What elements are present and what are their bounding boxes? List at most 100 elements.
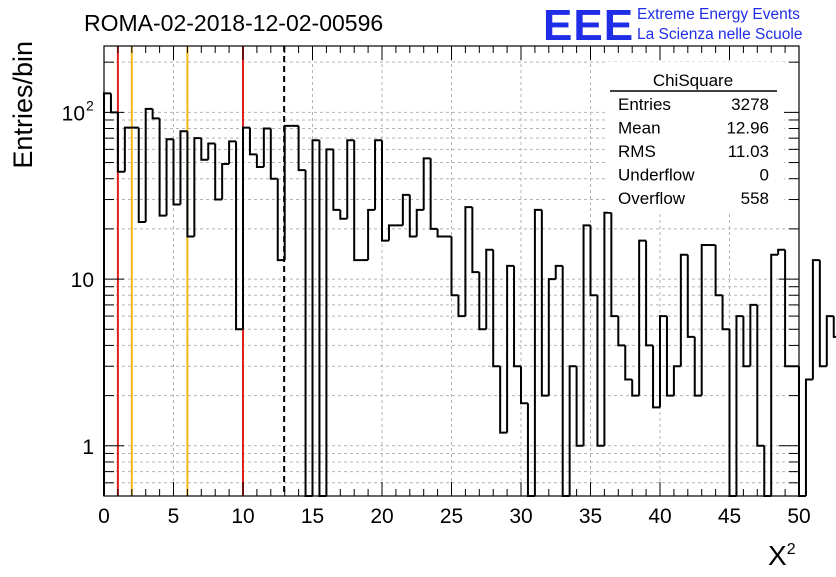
histogram-bin — [165, 138, 174, 216]
histogram-bin — [325, 148, 334, 496]
y-tick-label: 1 — [82, 436, 94, 459]
histogram-bin — [367, 208, 376, 261]
histogram-bin — [193, 137, 202, 237]
histogram-bin — [679, 253, 688, 367]
eee-logo: EEE Extreme Energy Events La Scienza nel… — [543, 1, 802, 50]
histogram-bin — [777, 248, 786, 255]
histogram-bin — [686, 254, 695, 338]
y-axis-label: Entries/bin — [8, 41, 38, 169]
histogram-bin — [346, 139, 355, 219]
histogram-bin — [429, 158, 438, 230]
histogram-bin — [728, 329, 737, 497]
histogram-bin — [672, 365, 681, 396]
histogram-bin — [332, 149, 341, 211]
histogram-bin — [374, 139, 382, 210]
x-tick-label: 30 — [509, 505, 532, 528]
x-tick-label: 40 — [648, 505, 671, 528]
histogram-bin — [665, 316, 674, 397]
histogram-bin — [742, 316, 751, 368]
histogram-bin — [554, 264, 563, 280]
histogram-bin — [784, 249, 793, 368]
x-tick-label: 35 — [579, 505, 602, 528]
histogram-bin — [158, 118, 167, 217]
histogram-bin — [520, 366, 528, 405]
y-tick-label: 10 — [62, 102, 85, 125]
x-tick-label: 5 — [168, 505, 180, 528]
histogram-bin — [436, 228, 445, 238]
histogram-bin — [568, 365, 577, 496]
stats-value: 0 — [760, 166, 769, 185]
histogram-bin — [381, 140, 389, 242]
histogram-bin — [832, 316, 836, 338]
histogram-bin — [255, 154, 264, 169]
stats-label: RMS — [618, 142, 656, 161]
x-tick-label: 10 — [231, 505, 254, 528]
histogram-bin — [457, 295, 466, 318]
histogram-bin — [311, 139, 320, 496]
histogram-bin — [798, 366, 806, 497]
histogram-bin — [186, 131, 195, 238]
histogram-bin — [200, 138, 209, 161]
stats-box-background — [608, 62, 784, 212]
histogram-bin — [450, 236, 459, 297]
histogram-bin — [283, 124, 292, 261]
histogram-bin — [492, 249, 501, 368]
x-axis-label: X2 — [768, 540, 796, 571]
histogram-bin — [811, 259, 820, 380]
histogram-bin — [103, 92, 111, 496]
histogram-bin — [700, 244, 709, 396]
histogram-bin — [617, 316, 626, 347]
histogram-bin — [339, 209, 348, 220]
histogram-bin — [804, 378, 813, 496]
histogram-bin — [825, 315, 834, 367]
histogram-bin — [228, 140, 237, 165]
histogram-bin — [172, 139, 181, 206]
histogram-bin — [269, 128, 278, 180]
histogram-bin — [526, 403, 535, 497]
histogram-bin — [297, 125, 306, 172]
histogram-bin — [693, 336, 702, 397]
histogram-bin — [818, 260, 827, 368]
histogram-bin — [137, 127, 146, 223]
stats-title: ChiSquare — [653, 71, 733, 90]
stats-box: ChiSquare Entries 3278 Mean 12.96 RMS 11.03 Un… — [608, 62, 784, 212]
histogram-bin — [471, 207, 480, 274]
stats-rows: Entries 3278 Mean 12.96 RMS 11.03 Underflow 0 Ov… — [618, 95, 769, 208]
histogram-bin — [248, 127, 257, 156]
histogram-bin — [756, 304, 765, 447]
y-tick-label-exponent: 2 — [86, 97, 94, 113]
x-tick-label: 20 — [370, 505, 393, 528]
histogram-bin — [179, 130, 188, 205]
histogram-bin — [318, 140, 327, 497]
histogram-bin — [513, 265, 521, 368]
histogram-bin — [575, 366, 584, 447]
histogram-bin — [506, 264, 515, 433]
histogram-bin — [387, 224, 396, 241]
histogram-bin — [499, 366, 508, 434]
histogram-bin — [242, 126, 250, 330]
histogram-bin — [540, 209, 549, 397]
histogram-bin — [596, 295, 605, 447]
histogram-bin — [624, 345, 633, 381]
histogram-bin — [714, 245, 723, 297]
histogram-bin — [749, 303, 758, 367]
histogram-bin — [353, 140, 362, 262]
stats-label: Entries — [618, 95, 671, 114]
histogram-bin — [207, 142, 216, 160]
histogram-bin — [533, 208, 542, 496]
x-axis-label-sup: 2 — [787, 541, 796, 558]
histogram-bin — [415, 208, 424, 237]
histogram-bin — [144, 107, 153, 222]
histogram-bin — [589, 225, 598, 297]
histogram-bin — [401, 193, 410, 226]
x-tick-label: 45 — [718, 505, 741, 528]
histogram-bin — [276, 178, 285, 262]
histogram-bin — [304, 170, 313, 497]
stats-value: 558 — [741, 189, 769, 208]
stats-label: Mean — [618, 119, 661, 138]
histogram-bin — [221, 163, 230, 200]
histogram-bin — [151, 108, 160, 120]
histogram-bin — [603, 211, 612, 446]
stats-label: Underflow — [618, 166, 695, 185]
